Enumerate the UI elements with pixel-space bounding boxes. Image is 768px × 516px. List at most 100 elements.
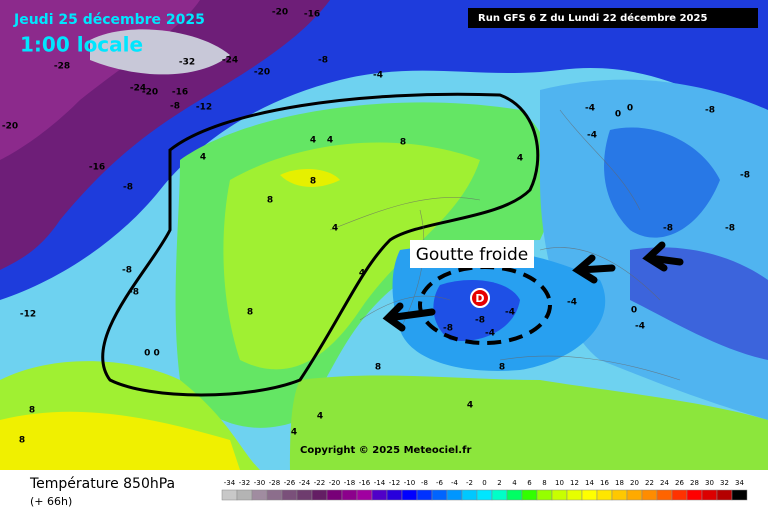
legend-value: 28 [690,479,699,487]
legend-swatch [626,489,643,501]
isotherm-label: -8 [705,106,715,116]
isotherm-label: -16 [172,88,188,98]
annotation-label: Goutte froide [416,245,529,265]
legend-swatch [401,489,418,501]
isotherm-label: -4 [485,329,495,339]
legend-value: 10 [555,479,564,487]
legend-value: -6 [436,479,444,487]
arrows [382,241,684,332]
isotherm-label: 4 [332,224,338,234]
legend-value: 22 [645,479,654,487]
legend-swatch [296,489,313,501]
legend-swatch [221,489,238,501]
legend-value: 6 [527,479,532,487]
isotherm-label: -12 [20,310,36,320]
legend-value: 0 [482,479,486,487]
isotherm-label: -4 [635,322,645,332]
legend-value: -34 [224,479,236,487]
isotherm-label: -20 [142,88,158,98]
legend-value: 14 [585,479,594,487]
isotherm-label: -4 [373,71,383,81]
legend-swatch [611,489,628,501]
isotherm-label: 8 [400,138,406,148]
legend-swatch [476,489,493,501]
legend-swatch [731,489,748,501]
isotherm-label: 0 0 [144,349,160,359]
isotherm-label: -4 [567,298,577,308]
isotherm-label: -16 [89,163,105,173]
legend-swatch [686,489,703,501]
legend-value: 4 [512,479,517,487]
legend-swatch [326,489,343,501]
legend-value: 8 [542,479,546,487]
isotherm-label: 4 [517,154,523,164]
legend-swatch [536,489,553,501]
isotherm-label: -20 [272,8,288,18]
isotherm-label: 8 [499,363,505,373]
date-label: Jeudi 25 décembre 2025 [13,12,205,28]
legend-value: -22 [314,479,325,487]
map-grid [329,109,681,381]
low-marker [470,288,490,308]
isotherm-label: 8 [247,308,253,318]
legend-value: 24 [660,479,669,487]
legend-value: -16 [359,479,371,487]
legend-value: -32 [239,479,250,487]
legend-value: 18 [615,479,624,487]
isotherm-label: 8 [310,177,316,187]
legend-swatch [491,489,508,501]
legend-value: -28 [269,479,280,487]
legend-value: 20 [630,479,639,487]
legend: -34 -32 -30 -28 -26 -24 -22 -20 -18 -16 -14 -12 -10-… [221,479,748,501]
map-background [0,0,768,470]
legend-value: -10 [404,479,415,487]
time-label: 1:00 locale [20,33,143,57]
legend-swatch [566,489,583,501]
isotherm-label: -8 [123,183,133,193]
legend-swatch [311,489,328,501]
isotherm-label: -8 [170,102,180,112]
isotherm-label: 4 [317,412,323,422]
legend-value: 32 [720,479,729,487]
run-label: Run GFS 6 Z du Lundi 22 décembre 2025 [478,12,707,24]
annotation-box [410,240,534,268]
isotherm-label: -8 [318,56,328,66]
isotherm-label: -24 [130,84,146,94]
legend-swatch [671,489,688,501]
legend-swatch [701,489,718,501]
isotherm-label: 8 [29,406,35,416]
isotherm-label: -20 [2,122,18,132]
isotherm-label: 0 [615,110,621,120]
legend-value: 2 [497,479,501,487]
isotherm-label: -28 [54,62,70,72]
legend-value: -12 [389,479,400,487]
legend-swatch [251,489,268,501]
legend-swatch [446,489,463,501]
legend-value: -30 [254,479,265,487]
legend-value: -2 [466,479,473,487]
isotherm-label: -12 [196,103,212,113]
isotherm-label: 4 [327,136,333,146]
run-box [468,8,758,28]
legend-value: -26 [284,479,296,487]
legend-value: 12 [570,479,579,487]
isotherm-label: -20 [254,68,270,78]
legend-value: 26 [675,479,684,487]
legend-value: 34 [735,479,744,487]
isotherm-label: 8 [375,363,381,373]
legend-value: -20 [329,479,340,487]
legend-swatch [506,489,523,501]
legend-swatch [581,489,598,501]
legend-value: -4 [451,479,459,487]
isotherm-label: -8 [740,171,750,181]
isotherm-label: 4 [291,428,297,438]
isotherm-label: -4 [505,308,515,318]
legend-swatch [281,489,298,501]
isotherm-label: -24 [222,56,238,66]
isotherm-label: -8 [475,316,485,326]
isotherm-label: 4 [310,136,316,146]
isotherm-label: 8 [19,436,25,446]
isotherm-label: -8 [443,324,453,334]
isotherm-label: -8 [122,266,132,276]
